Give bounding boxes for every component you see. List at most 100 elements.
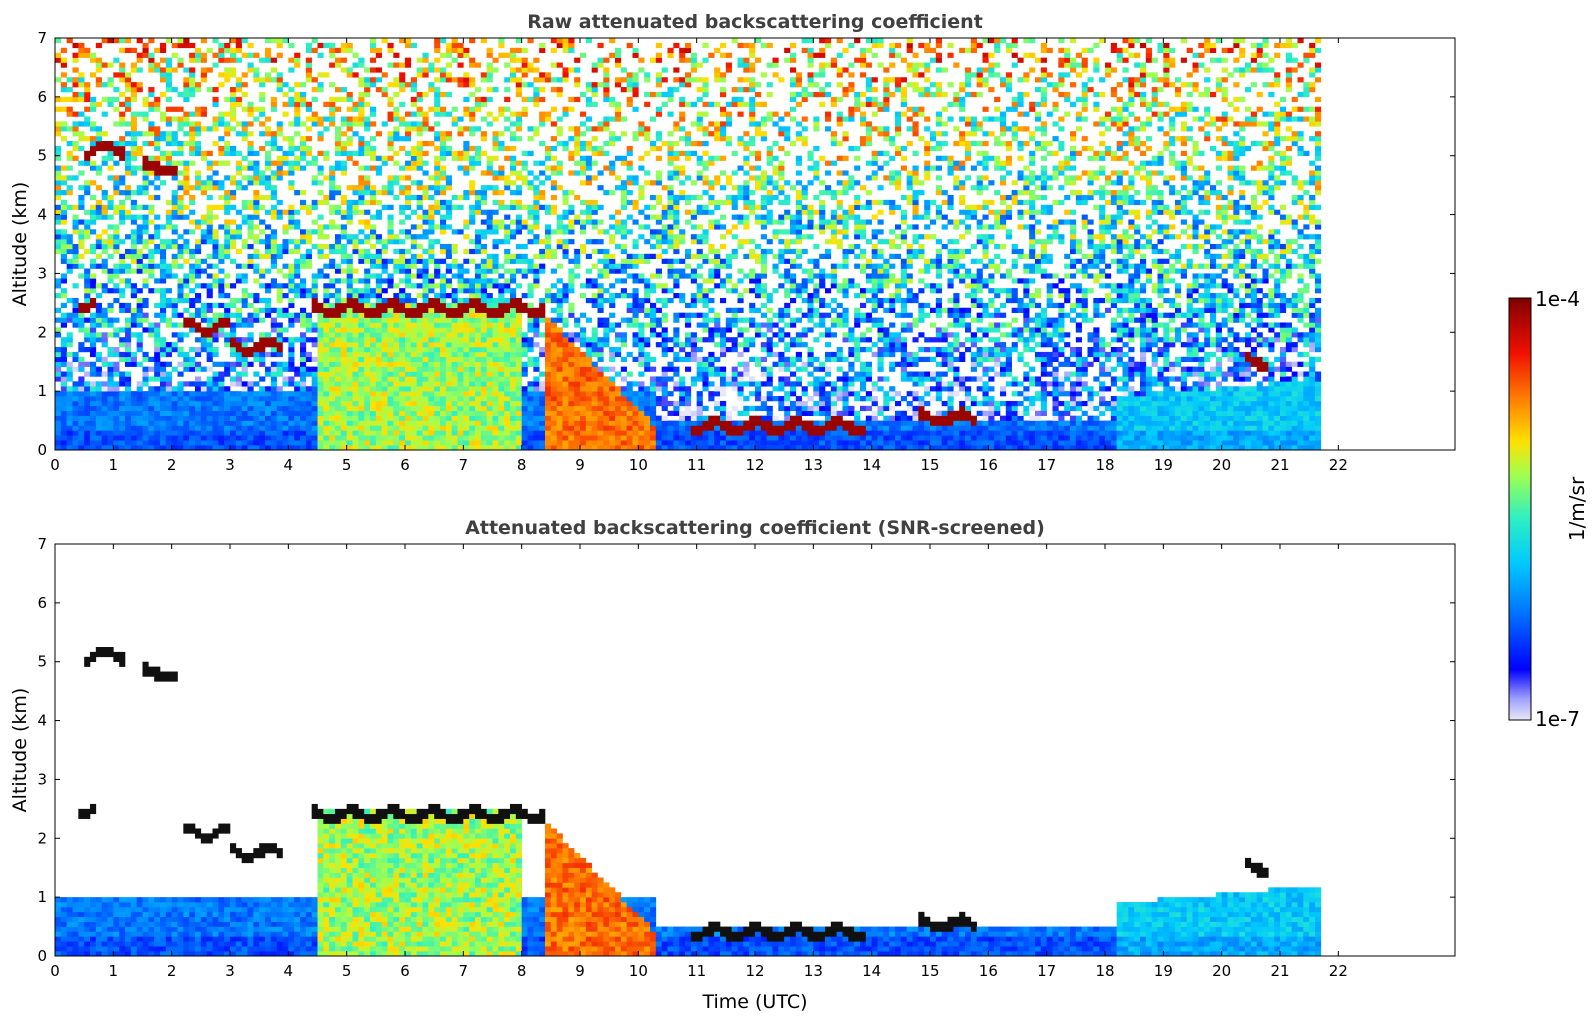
heatmap-cell <box>515 204 522 210</box>
heatmap-cell <box>510 435 517 441</box>
heatmap-cell <box>370 405 377 412</box>
heatmap-cell <box>434 425 441 431</box>
heatmap-cell <box>72 415 79 421</box>
heatmap-cell <box>457 263 464 269</box>
heatmap-cell <box>305 101 312 107</box>
heatmap-cell <box>212 420 219 426</box>
heatmap-cell <box>282 425 289 431</box>
heatmap-cell <box>206 283 213 289</box>
heatmap-cell <box>381 288 388 294</box>
heatmap-cell <box>340 160 347 166</box>
heatmap-cell <box>422 342 429 348</box>
heatmap-cell <box>498 106 505 112</box>
heatmap-cell <box>148 435 155 441</box>
heatmap-cell <box>305 47 312 54</box>
heatmap-cell <box>550 165 557 171</box>
heatmap-cell <box>276 327 283 333</box>
heatmap-cell <box>119 180 126 186</box>
heatmap-cell <box>235 440 242 446</box>
heatmap-cell <box>545 317 552 323</box>
heatmap-cell <box>434 410 441 416</box>
heatmap-cell <box>329 62 336 68</box>
heatmap-cell <box>130 111 137 117</box>
heatmap-cell <box>428 278 435 284</box>
heatmap-cell <box>340 332 347 338</box>
heatmap-cell <box>300 376 307 382</box>
heatmap-cell <box>253 106 260 112</box>
heatmap-cell <box>148 440 155 446</box>
heatmap-cell <box>521 410 528 416</box>
heatmap-cell <box>428 258 435 264</box>
heatmap-cell <box>440 204 447 210</box>
heatmap-cell <box>241 425 248 431</box>
heatmap-cell <box>352 121 359 127</box>
heatmap-cell <box>422 322 429 328</box>
heatmap-cell <box>72 445 79 450</box>
heatmap-cell <box>130 170 137 176</box>
heatmap-cell <box>160 278 167 284</box>
heatmap-cell <box>282 136 289 142</box>
heatmap-cell <box>504 258 511 264</box>
heatmap-cell <box>195 263 202 269</box>
heatmap-cell <box>445 77 452 83</box>
heatmap-cell <box>346 391 353 397</box>
heatmap-cell <box>568 332 575 338</box>
heatmap-cell <box>329 337 336 343</box>
heatmap-cell <box>276 253 283 260</box>
heatmap-cell <box>282 82 289 88</box>
heatmap-cell <box>282 209 289 215</box>
heatmap-cell <box>399 410 406 416</box>
heatmap-cell <box>335 400 342 407</box>
heatmap-cell <box>165 131 172 137</box>
heatmap-cell <box>486 302 493 309</box>
heatmap-cell <box>218 82 225 88</box>
heatmap-cell <box>562 224 569 230</box>
heatmap-cell <box>113 57 120 63</box>
heatmap-cell <box>346 150 353 157</box>
heatmap-cell <box>107 273 114 279</box>
heatmap-cell <box>393 180 400 186</box>
heatmap-cell <box>364 101 371 107</box>
heatmap-cell <box>282 405 289 412</box>
heatmap-cell <box>78 396 85 402</box>
heatmap-cell <box>515 38 522 44</box>
heatmap-cell <box>95 405 102 412</box>
heatmap-cell <box>387 405 394 412</box>
heatmap-cell <box>539 410 546 416</box>
heatmap-cell <box>463 190 470 196</box>
heatmap-cell <box>422 361 429 367</box>
heatmap-cell <box>486 62 493 68</box>
heatmap-cell <box>533 415 540 421</box>
heatmap-cell <box>101 268 108 274</box>
heatmap-cell <box>422 214 429 220</box>
heatmap-cell <box>195 141 202 147</box>
heatmap-cell <box>352 204 359 210</box>
heatmap-cell <box>428 342 435 348</box>
heatmap-cell <box>358 116 365 122</box>
heatmap-cell <box>422 415 429 421</box>
heatmap-cell <box>294 425 301 431</box>
heatmap-cell <box>550 322 557 328</box>
heatmap-cell <box>329 405 336 412</box>
heatmap-cell <box>469 420 476 426</box>
heatmap-cell <box>72 145 79 152</box>
heatmap-cell <box>463 297 470 304</box>
heatmap-cell <box>171 440 178 446</box>
heatmap-cell <box>247 234 254 240</box>
heatmap-cell <box>358 136 365 142</box>
heatmap-cell <box>125 376 132 382</box>
heatmap-cell <box>311 283 318 289</box>
heatmap-cell <box>300 440 307 446</box>
heatmap-cell <box>457 165 464 171</box>
heatmap-cell <box>241 293 248 299</box>
heatmap-cell <box>521 111 528 117</box>
heatmap-cell <box>78 400 85 407</box>
heatmap-cell <box>486 371 493 377</box>
heatmap-cell <box>95 145 102 152</box>
heatmap-cell <box>562 72 569 78</box>
heatmap-cell <box>375 278 382 284</box>
heatmap-cell <box>451 273 458 279</box>
heatmap-cell <box>480 386 487 392</box>
heatmap-cell <box>387 381 394 387</box>
heatmap-cell <box>265 337 272 343</box>
